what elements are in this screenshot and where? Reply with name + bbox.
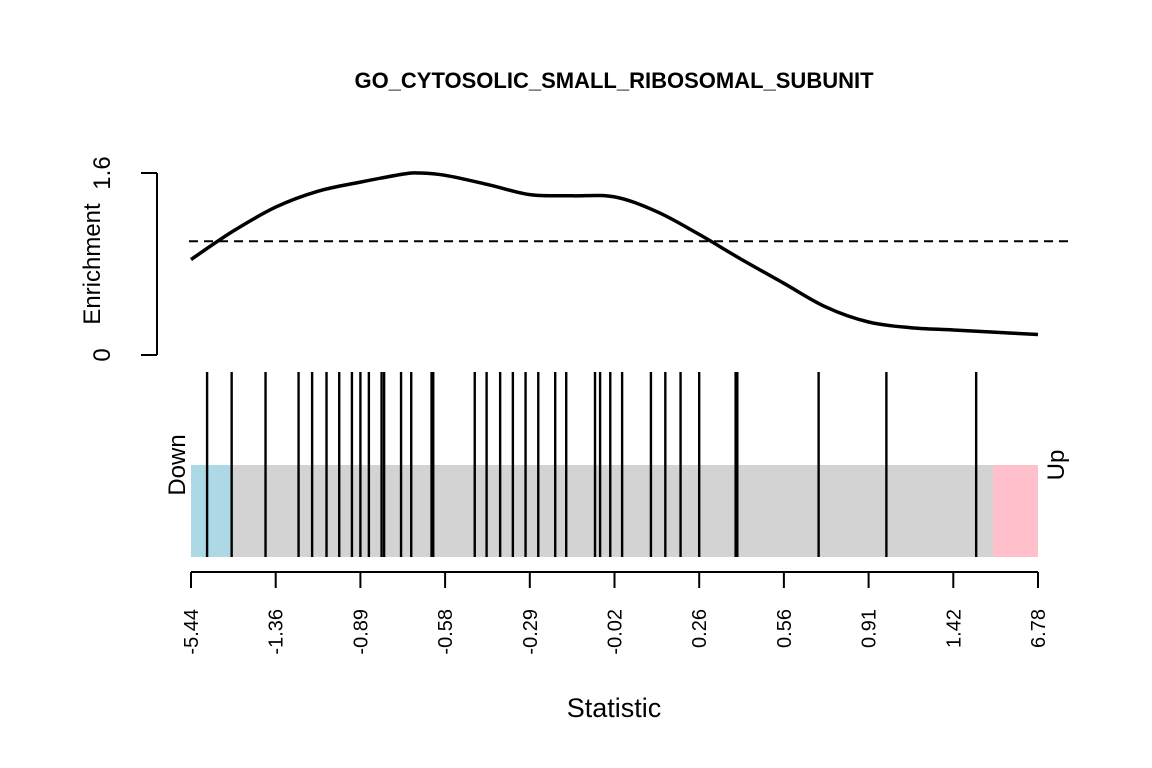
- band-up: [993, 465, 1038, 557]
- down-label: Down: [164, 434, 191, 495]
- y-tick-label-bottom: 0: [89, 348, 116, 361]
- y-axis-label: Enrichment: [79, 203, 106, 325]
- enrichment-panel: 1.6 0 Enrichment: [79, 156, 1072, 362]
- x-tick-label: -0.58: [435, 609, 457, 655]
- enrichment-line: [190, 171, 1039, 337]
- x-tick-label: 6.78: [1028, 609, 1050, 648]
- x-tick-label: -0.89: [350, 609, 372, 655]
- x-tick-label: -1.36: [266, 609, 288, 655]
- band-middle: [231, 465, 994, 557]
- x-tick-label: 0.26: [689, 609, 711, 648]
- x-tick-label: -0.29: [520, 609, 542, 655]
- chart-title: GO_CYTOSOLIC_SMALL_RIBOSOMAL_SUBUNIT: [354, 68, 874, 93]
- up-label: Up: [1043, 450, 1070, 481]
- y-tick-label-top: 1.6: [89, 156, 116, 189]
- band-down: [191, 465, 232, 557]
- barcode-panel: Down Up: [164, 372, 1070, 557]
- x-axis-label: Statistic: [567, 693, 662, 723]
- x-tick-label: -5.44: [181, 609, 203, 655]
- x-tick-label: -0.02: [605, 609, 627, 655]
- x-axis: -5.44 -1.36 -0.89 -0.58 -0.29 -0.02 0.26 0.56 0.…: [181, 571, 1050, 723]
- x-tick-label: 1.42: [943, 609, 965, 648]
- x-tick-label: 0.91: [859, 609, 881, 648]
- x-tick-label: 0.56: [774, 609, 796, 648]
